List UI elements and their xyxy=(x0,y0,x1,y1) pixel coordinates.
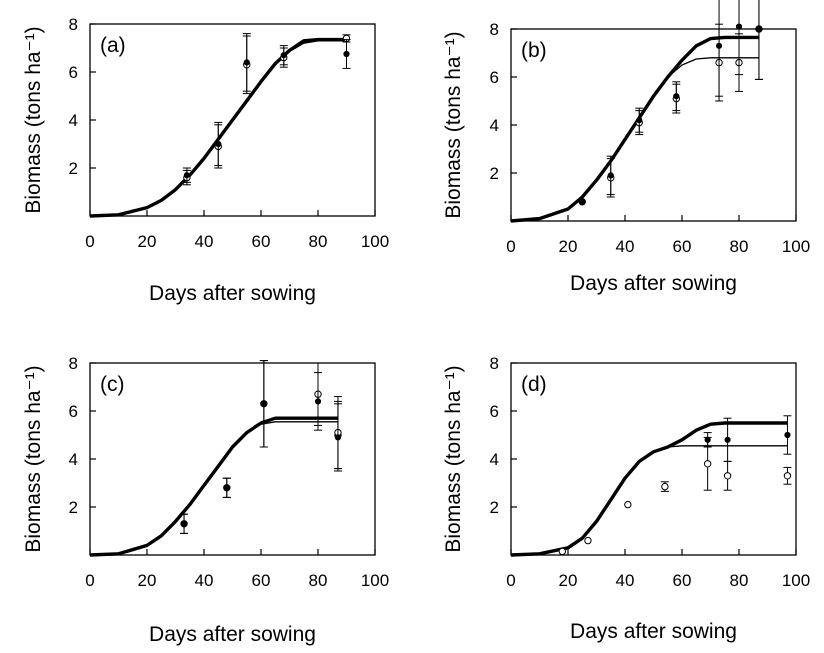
x-axis-title: Days after sowing xyxy=(570,272,737,295)
open-data-point xyxy=(661,482,669,491)
y-axis-title: Biomass (tons ha⁻¹) xyxy=(22,26,45,213)
y-tick-label: 2 xyxy=(490,164,499,183)
x-tick-label: 80 xyxy=(730,571,749,590)
x-tick-label: 40 xyxy=(616,237,635,256)
panel-label: (c) xyxy=(100,373,125,396)
x-tick-label: 80 xyxy=(730,237,749,256)
chart-panel-b: 0 20 40 60 80 100 2 4 6 8 (b) Days after sowing Biom… xyxy=(442,0,810,295)
x-axis-title: Days after sowing xyxy=(149,282,316,305)
y-tick-label: 6 xyxy=(490,68,499,87)
filled-data-point xyxy=(343,50,350,58)
x-tick-label: 0 xyxy=(85,232,94,251)
x-tick-label: 80 xyxy=(309,571,328,590)
x-tick-label: 100 xyxy=(782,571,810,590)
y-tick-label: 2 xyxy=(69,159,78,178)
filled-data-point xyxy=(724,436,731,443)
plot-frame xyxy=(89,362,376,556)
x-tick-label: 20 xyxy=(559,571,578,590)
panel-label: (d) xyxy=(521,373,547,396)
x-tick-label: 60 xyxy=(673,571,692,590)
thick-curve xyxy=(510,421,788,557)
open-data-point xyxy=(624,500,632,509)
chart-panel-c: 0 20 40 60 80 100 2 4 6 8 (c) Days after sowing Biom… xyxy=(22,354,389,646)
x-tick-label: 20 xyxy=(138,571,157,590)
x-tick-label: 0 xyxy=(506,237,515,256)
y-axis-title: Biomass (tons ha⁻¹) xyxy=(442,365,465,552)
y-tick-label: 8 xyxy=(69,15,78,34)
y-tick-label: 4 xyxy=(69,450,78,469)
filled-data-point xyxy=(715,42,723,49)
filled-data-point xyxy=(260,400,267,407)
open-data-point xyxy=(783,472,792,480)
y-tick-label: 6 xyxy=(490,402,499,421)
thin-curve xyxy=(510,57,759,222)
filled-data-point xyxy=(704,436,711,443)
y-tick-label: 8 xyxy=(69,354,78,373)
filled-data-point xyxy=(607,172,614,179)
filled-data-point xyxy=(223,484,230,491)
y-tick-label: 6 xyxy=(69,63,78,82)
filled-data-point xyxy=(243,59,250,66)
x-tick-label: 0 xyxy=(85,571,94,590)
filled-data-point xyxy=(280,52,287,59)
panel-label: (b) xyxy=(521,39,547,62)
x-tick-label: 40 xyxy=(616,571,635,590)
filled-data-point xyxy=(314,398,322,405)
y-tick-label: 4 xyxy=(69,111,78,130)
x-axis-title: Days after sowing xyxy=(570,620,737,643)
x-tick-label: 80 xyxy=(309,232,328,251)
filled-data-point xyxy=(180,520,188,527)
y-axis-title: Biomass (tons ha⁻¹) xyxy=(442,31,465,218)
panel-label: (a) xyxy=(100,34,126,57)
open-data-point xyxy=(723,472,732,480)
plot-frame xyxy=(510,362,797,556)
filled-data-point xyxy=(735,23,743,30)
x-tick-label: 60 xyxy=(673,237,692,256)
x-tick-label: 60 xyxy=(252,571,271,590)
x-tick-label: 40 xyxy=(195,571,214,590)
y-tick-label: 4 xyxy=(490,450,499,469)
x-tick-label: 100 xyxy=(361,571,389,590)
thin-curve xyxy=(510,445,788,556)
y-tick-label: 2 xyxy=(69,498,78,517)
open-data-point xyxy=(703,460,712,468)
x-tick-label: 0 xyxy=(506,571,515,590)
x-tick-label: 100 xyxy=(782,237,810,256)
y-tick-label: 4 xyxy=(490,116,499,135)
filled-data-point xyxy=(579,198,586,205)
y-tick-label: 2 xyxy=(490,498,499,517)
x-tick-label: 40 xyxy=(195,232,214,251)
filled-data-point xyxy=(334,434,342,441)
filled-data-point xyxy=(673,93,680,100)
filled-data-point xyxy=(215,140,222,148)
x-axis-title: Days after sowing xyxy=(149,623,316,646)
open-data-point xyxy=(558,547,566,556)
x-tick-label: 60 xyxy=(252,232,271,251)
y-tick-label: 8 xyxy=(490,20,499,39)
thick-curve xyxy=(89,416,338,557)
thin-curve xyxy=(89,421,338,556)
y-tick-label: 8 xyxy=(490,354,499,373)
chart-panel-d: 0 20 40 60 80 100 2 4 6 8 (d) Days after sowing Biom… xyxy=(442,354,810,643)
x-tick-label: 100 xyxy=(361,232,389,251)
x-tick-label: 20 xyxy=(138,232,157,251)
filled-data-point xyxy=(636,117,643,124)
filled-data-point xyxy=(183,172,190,179)
y-tick-label: 6 xyxy=(69,402,78,421)
x-tick-label: 20 xyxy=(559,237,578,256)
filled-data-point xyxy=(784,431,791,439)
filled-data-point xyxy=(755,25,763,33)
y-axis-title: Biomass (tons ha⁻¹) xyxy=(22,365,45,552)
open-data-point xyxy=(584,536,592,545)
chart-panel-a: 0 20 40 60 80 100 2 4 6 8 (a) Days after sowing Biom… xyxy=(22,15,389,305)
thin-curve xyxy=(89,40,347,217)
